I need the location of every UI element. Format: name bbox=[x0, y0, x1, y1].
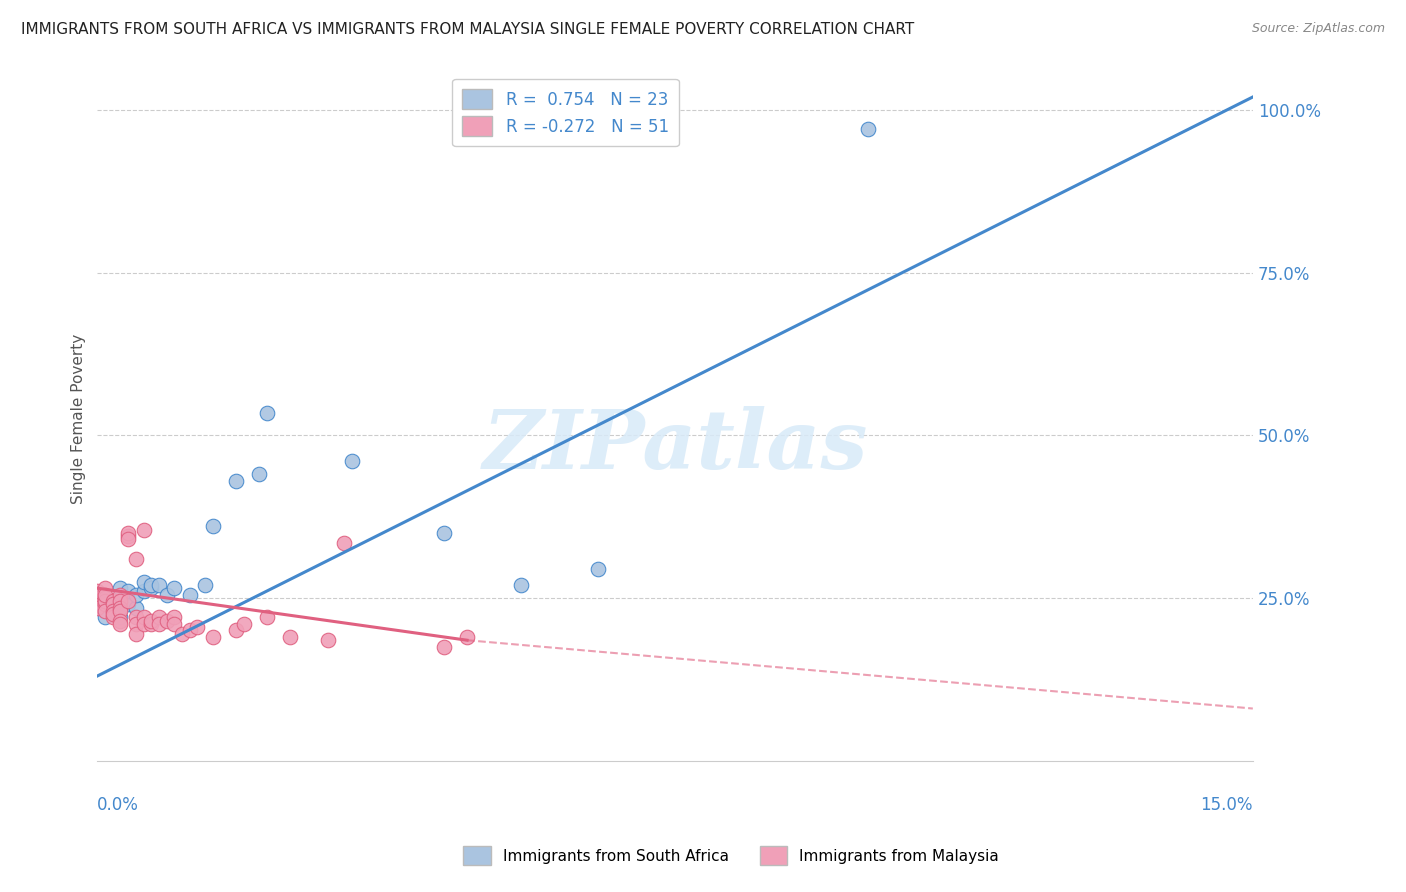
Point bbox=[110, 588, 132, 602]
Point bbox=[94, 591, 117, 605]
Point bbox=[433, 640, 456, 654]
Point bbox=[110, 604, 132, 618]
Point bbox=[94, 598, 117, 612]
Point bbox=[117, 529, 139, 543]
Point bbox=[148, 610, 170, 624]
Point bbox=[856, 122, 879, 136]
Point bbox=[94, 588, 117, 602]
Text: IMMIGRANTS FROM SOUTH AFRICA VS IMMIGRANTS FROM MALAYSIA SINGLE FEMALE POVERTY C: IMMIGRANTS FROM SOUTH AFRICA VS IMMIGRAN… bbox=[21, 22, 914, 37]
Point bbox=[225, 624, 247, 638]
Point bbox=[132, 610, 155, 624]
Point bbox=[132, 617, 155, 632]
Point bbox=[141, 581, 163, 595]
Point bbox=[94, 594, 117, 608]
Point bbox=[125, 610, 148, 624]
Point bbox=[340, 454, 363, 468]
Point bbox=[101, 600, 124, 615]
Point bbox=[117, 584, 139, 599]
Point bbox=[94, 610, 117, 624]
Point bbox=[117, 533, 139, 547]
Point bbox=[510, 578, 533, 592]
Point bbox=[125, 588, 148, 602]
Point bbox=[247, 467, 270, 482]
Point bbox=[156, 614, 179, 628]
Point bbox=[86, 600, 108, 615]
Point bbox=[94, 581, 117, 595]
Point bbox=[125, 600, 148, 615]
Point bbox=[125, 626, 148, 640]
Point bbox=[101, 610, 124, 624]
Point bbox=[148, 617, 170, 632]
Text: 0.0%: 0.0% bbox=[97, 797, 139, 814]
Point bbox=[148, 578, 170, 592]
Point bbox=[163, 617, 186, 632]
Point bbox=[256, 405, 278, 419]
Point bbox=[194, 578, 217, 592]
Point bbox=[117, 594, 139, 608]
Point bbox=[163, 581, 186, 595]
Point bbox=[333, 535, 356, 549]
Point bbox=[278, 630, 301, 644]
Point bbox=[232, 617, 254, 632]
Point bbox=[586, 562, 609, 576]
Point bbox=[433, 525, 456, 540]
Point bbox=[125, 617, 148, 632]
Point bbox=[141, 614, 163, 628]
Point bbox=[456, 630, 478, 644]
Point bbox=[179, 588, 201, 602]
Point bbox=[110, 581, 132, 595]
Legend: R =  0.754   N = 23, R = -0.272   N = 51: R = 0.754 N = 23, R = -0.272 N = 51 bbox=[453, 78, 679, 146]
Point bbox=[256, 610, 278, 624]
Point bbox=[179, 624, 201, 638]
Y-axis label: Single Female Poverty: Single Female Poverty bbox=[72, 334, 86, 504]
Point bbox=[318, 633, 340, 648]
Point bbox=[186, 620, 208, 634]
Point bbox=[117, 525, 139, 540]
Point bbox=[110, 610, 132, 624]
Point bbox=[156, 588, 179, 602]
Point bbox=[86, 584, 108, 599]
Point bbox=[201, 630, 224, 644]
Point bbox=[201, 519, 224, 533]
Point bbox=[110, 594, 132, 608]
Point bbox=[125, 552, 148, 566]
Text: 15.0%: 15.0% bbox=[1201, 797, 1253, 814]
Point bbox=[101, 594, 124, 608]
Point bbox=[117, 598, 139, 612]
Point bbox=[110, 600, 132, 615]
Text: ZIPatlas: ZIPatlas bbox=[482, 407, 868, 486]
Point bbox=[163, 610, 186, 624]
Point bbox=[101, 598, 124, 612]
Legend: Immigrants from South Africa, Immigrants from Malaysia: Immigrants from South Africa, Immigrants… bbox=[457, 840, 1005, 871]
Point bbox=[86, 591, 108, 605]
Point bbox=[101, 604, 124, 618]
Point bbox=[101, 607, 124, 622]
Point bbox=[132, 584, 155, 599]
Point bbox=[141, 578, 163, 592]
Point bbox=[110, 617, 132, 632]
Point bbox=[132, 523, 155, 537]
Point bbox=[110, 614, 132, 628]
Point bbox=[132, 574, 155, 589]
Text: Source: ZipAtlas.com: Source: ZipAtlas.com bbox=[1251, 22, 1385, 36]
Point bbox=[225, 474, 247, 488]
Point bbox=[172, 626, 194, 640]
Point bbox=[141, 617, 163, 632]
Point bbox=[94, 604, 117, 618]
